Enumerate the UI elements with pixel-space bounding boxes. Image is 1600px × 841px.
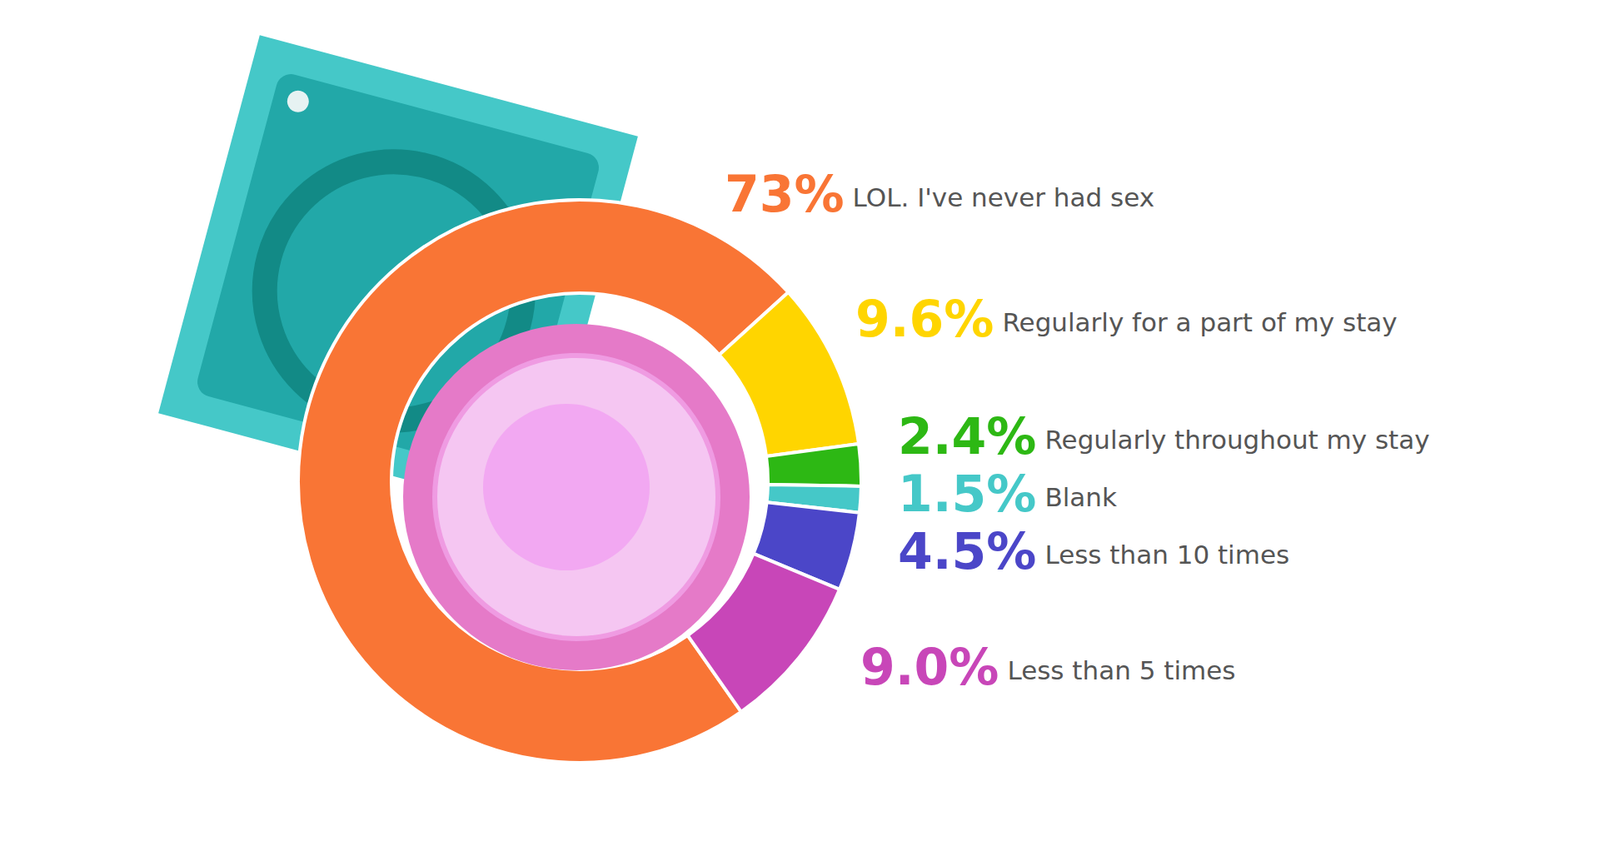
svg-text:Blank: Blank bbox=[1044, 482, 1117, 513]
svg-text:4.5%: 4.5% bbox=[897, 522, 1037, 581]
svg-text:Less than 10 times: Less than 10 times bbox=[1044, 539, 1290, 570]
svg-text:1.5%: 1.5% bbox=[897, 464, 1037, 524]
svg-text:9.0%: 9.0% bbox=[860, 638, 999, 697]
svg-text:LOL. I've never had sex: LOL. I've never had sex bbox=[852, 182, 1155, 213]
svg-text:2.4%: 2.4% bbox=[897, 407, 1037, 466]
svg-text:73%: 73% bbox=[724, 164, 845, 224]
svg-text:Regularly for a part of my sta: Regularly for a part of my stay bbox=[1001, 307, 1397, 338]
svg-text:Less than 5 times: Less than 5 times bbox=[1006, 655, 1236, 686]
svg-text:9.6%: 9.6% bbox=[855, 289, 994, 349]
svg-text:Regularly throughout my stay: Regularly throughout my stay bbox=[1044, 424, 1430, 455]
